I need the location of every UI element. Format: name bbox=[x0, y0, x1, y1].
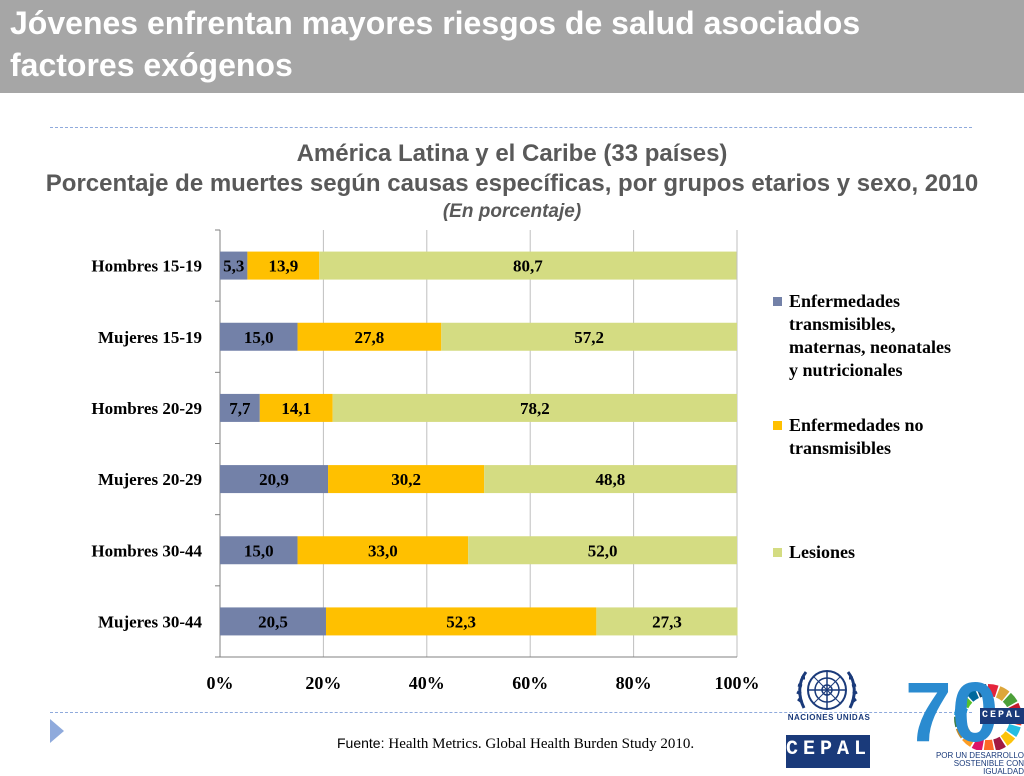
bar-segment bbox=[484, 465, 737, 494]
legend-swatch bbox=[773, 297, 782, 306]
sdg-ring-segment bbox=[1006, 724, 1021, 737]
sdg-ring-segment bbox=[971, 737, 984, 750]
anniversary-slogan: POR UN DESARROLLO SOSTENIBLE CON IGUALDA… bbox=[928, 752, 1024, 776]
sdg-ring-segment bbox=[965, 687, 979, 702]
bar-segment bbox=[319, 251, 737, 280]
source-note: Fuente: Health Metrics. Global Health Bu… bbox=[337, 735, 694, 753]
play-arrow-icon bbox=[50, 719, 64, 743]
bar-segment bbox=[332, 393, 737, 422]
cepal-logo bbox=[786, 735, 870, 768]
bar-segment bbox=[441, 322, 737, 351]
legend-label: Enfermedades bbox=[789, 291, 900, 311]
chart-title: América Latina y el Caribe (33 países) bbox=[296, 140, 728, 167]
top-divider bbox=[50, 127, 972, 128]
bar-segment bbox=[220, 322, 298, 351]
data-label: 7,7 bbox=[229, 399, 251, 418]
sdg-ring-segment bbox=[954, 704, 968, 716]
data-label: 14,1 bbox=[281, 399, 311, 418]
data-label: 15,0 bbox=[244, 541, 274, 560]
legend-item: Enfermedades no transmisibles bbox=[773, 414, 1013, 460]
legend-label: Enfermedades no bbox=[789, 415, 924, 435]
legend-item: Lesiones bbox=[773, 541, 1013, 564]
legend-swatch bbox=[773, 421, 782, 430]
category-label: Hombres 30-44 bbox=[91, 541, 202, 560]
x-tick-label: 0% bbox=[207, 673, 234, 693]
bar-segment bbox=[220, 465, 329, 494]
chart-unit-note: (En porcentaje) bbox=[442, 201, 582, 222]
bar-segment bbox=[297, 322, 442, 351]
x-tick-label: 80% bbox=[616, 673, 652, 693]
sdg-ring-segment bbox=[962, 732, 977, 747]
legend-swatch bbox=[773, 548, 782, 557]
slogan-line-2: SOSTENIBLE CON IGUALDAD bbox=[953, 759, 1024, 776]
category-label: Hombres 15-19 bbox=[91, 257, 202, 276]
data-label: 20,9 bbox=[259, 470, 289, 489]
bar-segment bbox=[297, 536, 469, 565]
bar-segment bbox=[220, 607, 326, 636]
data-label: 57,2 bbox=[574, 328, 604, 347]
source-label: Fuente: bbox=[337, 735, 385, 751]
data-label: 78,2 bbox=[520, 399, 550, 418]
bar-segment bbox=[247, 251, 320, 280]
sdg-ring-segment bbox=[988, 684, 999, 698]
data-label: 30,2 bbox=[391, 470, 421, 489]
sdg-ring-segment bbox=[1002, 692, 1018, 708]
data-label: 48,8 bbox=[595, 470, 625, 489]
category-label: Hombres 20-29 bbox=[91, 399, 202, 418]
data-label: 20,5 bbox=[258, 612, 288, 631]
cepal-logo-text: CEPAL bbox=[786, 738, 872, 761]
sdg-ring-segment bbox=[957, 694, 973, 709]
data-label: 27,8 bbox=[355, 328, 385, 347]
data-label: 5,3 bbox=[223, 257, 244, 276]
source-text: Health Metrics. Global Health Burden Stu… bbox=[388, 736, 695, 752]
slide-title-bar bbox=[0, 0, 1024, 93]
x-tick-label: 100% bbox=[715, 673, 760, 693]
stacked-bar-chart: 0% 20% 40% 60% 80% 100% Hombres 15-19 5,3 13,9 80… bbox=[91, 229, 760, 693]
bar-segment bbox=[328, 465, 485, 494]
category-label: Mujeres 15-19 bbox=[98, 328, 202, 347]
anniversary-badge: CEPAL bbox=[980, 708, 1024, 724]
bar-segment bbox=[468, 536, 737, 565]
sdg-ring-segment bbox=[954, 716, 967, 728]
x-tick-label: 60% bbox=[512, 673, 548, 693]
un-emblem-icon bbox=[796, 670, 858, 710]
data-label: 15,0 bbox=[244, 328, 274, 347]
sdg-ring-segment bbox=[1000, 731, 1016, 746]
category-label: Mujeres 30-44 bbox=[98, 612, 203, 631]
sdg-ring-segment bbox=[983, 739, 994, 750]
legend-item: Enfermedades transmisibles, maternas, neon… bbox=[773, 290, 1013, 382]
bar-segment bbox=[220, 251, 248, 280]
bar-segment bbox=[596, 607, 738, 636]
bar-segment bbox=[259, 393, 333, 422]
sdg-ring-segment bbox=[975, 684, 987, 698]
legend-label: y nutricionales bbox=[789, 360, 903, 380]
slide-title-line-2: factores exógenos bbox=[10, 47, 293, 83]
x-tick-label: 20% bbox=[305, 673, 341, 693]
chart-subtitle: Porcentaje de muertes según causas espec… bbox=[45, 170, 979, 197]
slogan-line-1: POR UN DESARROLLO bbox=[935, 751, 1024, 760]
slide-title: Jóvenes enfrentan mayores riesgos de sal… bbox=[10, 2, 1010, 86]
x-tick-label: 40% bbox=[409, 673, 445, 693]
bar-segment bbox=[325, 607, 597, 636]
bar-segment bbox=[220, 536, 298, 565]
slide-title-line-1: Jóvenes enfrentan mayores riesgos de sal… bbox=[10, 5, 861, 41]
sdg-ring-segment bbox=[993, 736, 1006, 750]
data-label: 52,0 bbox=[588, 541, 618, 560]
data-label: 33,0 bbox=[368, 541, 398, 560]
data-label: 80,7 bbox=[513, 257, 543, 276]
sdg-ring-segment bbox=[955, 725, 971, 739]
legend-label: maternas, neonatales bbox=[789, 337, 951, 357]
un-logo-text: NACIONES UNIDAS bbox=[787, 713, 871, 722]
bar-segment bbox=[220, 393, 260, 422]
sdg-ring-segment bbox=[995, 686, 1010, 701]
category-label: Mujeres 20-29 bbox=[98, 470, 202, 489]
data-label: 13,9 bbox=[268, 257, 298, 276]
data-label: 52,3 bbox=[446, 612, 476, 631]
bottom-divider bbox=[50, 712, 972, 713]
data-label: 27,3 bbox=[652, 612, 682, 631]
legend-label: transmisibles, bbox=[789, 314, 896, 334]
legend-label: transmisibles bbox=[789, 438, 892, 458]
legend-label: Lesiones bbox=[789, 542, 856, 562]
